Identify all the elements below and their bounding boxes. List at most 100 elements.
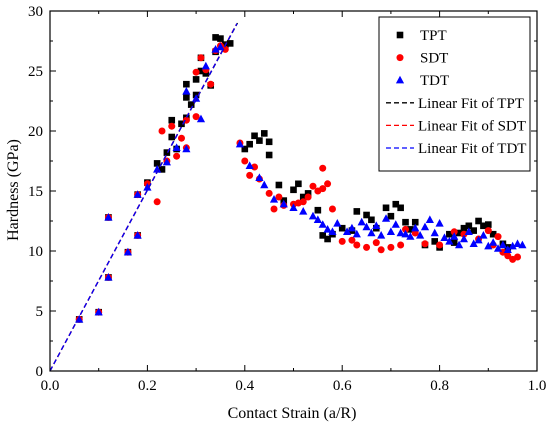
sdt-point xyxy=(514,253,522,261)
tdt-point xyxy=(391,220,400,228)
fit-line-tdt xyxy=(49,23,238,372)
sdt-point xyxy=(397,241,405,249)
tdt-point xyxy=(469,239,478,247)
tpt-point xyxy=(183,94,190,101)
sdt-point xyxy=(299,198,307,206)
tpt-point xyxy=(163,149,171,156)
x-tick-label: 0.2 xyxy=(138,378,157,394)
sdt-point xyxy=(221,45,229,53)
legend-box xyxy=(378,16,531,172)
sdt-point xyxy=(504,252,512,260)
tdt-point xyxy=(386,227,395,235)
tdt-point xyxy=(211,45,220,53)
x-tick-label: 0.4 xyxy=(235,378,254,394)
tpt-point xyxy=(241,145,249,153)
sdt-point xyxy=(338,237,346,245)
tdt-point xyxy=(162,157,171,166)
tpt-point xyxy=(251,132,258,140)
tpt-point xyxy=(260,130,268,137)
tdt-point xyxy=(464,227,473,235)
tdt-point xyxy=(313,215,322,223)
y-tick-label: 10 xyxy=(28,244,43,260)
axes: 0.0 0.2 0.4 0.6 0.8 1.0 0 5 10 15 20 25 30 xyxy=(28,4,546,394)
y-tick-label: 20 xyxy=(28,124,43,140)
sdt-point xyxy=(319,185,327,193)
sdt-point xyxy=(421,240,429,248)
sdt-point xyxy=(372,239,380,247)
tpt-point xyxy=(197,67,205,75)
tdt-point xyxy=(435,219,444,227)
tdt-point xyxy=(104,213,113,221)
y-tick-label: 30 xyxy=(28,4,43,20)
sdt-point xyxy=(494,233,502,241)
x-tick-label: 0.6 xyxy=(333,378,352,394)
sdt-point xyxy=(275,193,283,201)
tpt-point xyxy=(187,101,195,108)
tpt-point xyxy=(265,151,273,159)
tdt-point xyxy=(153,165,162,173)
tdt-point xyxy=(513,239,522,247)
tdt-point xyxy=(454,240,464,249)
y-tick-label: 5 xyxy=(36,304,44,320)
tdt-point xyxy=(235,139,245,148)
tdt-point xyxy=(104,273,113,281)
tpt-point xyxy=(392,200,400,208)
sdt-point xyxy=(324,180,332,188)
tpt-point xyxy=(480,222,487,230)
tpt-point xyxy=(397,204,404,212)
tdt-point xyxy=(201,61,210,70)
y-tick-label: 0 xyxy=(36,364,44,380)
tdt-point xyxy=(245,161,254,169)
tpt-point xyxy=(192,76,200,83)
sdt-point xyxy=(197,54,205,62)
tdt-point xyxy=(269,195,279,203)
tpt-point xyxy=(353,208,361,215)
tpt-point xyxy=(226,40,234,47)
tdt-point xyxy=(381,214,391,222)
tdt-point xyxy=(289,203,298,211)
sdt-point xyxy=(319,164,327,172)
x-axis-title: Contact Strain (a/R) xyxy=(228,405,357,422)
sdt-point xyxy=(377,246,385,254)
tpt-point xyxy=(304,190,312,197)
tdt-point xyxy=(216,42,225,51)
tdt-point xyxy=(299,207,308,215)
tpt-point xyxy=(168,116,176,124)
tdt-point xyxy=(255,173,264,181)
tpt-point xyxy=(183,80,190,88)
tpt-point xyxy=(475,217,482,225)
tdt-point xyxy=(445,237,454,245)
tdt-point xyxy=(372,221,381,229)
sdt-point xyxy=(241,157,249,165)
series-tdt xyxy=(75,42,527,323)
tdt-point xyxy=(279,199,288,208)
tpt-point xyxy=(455,229,463,237)
tdt-point xyxy=(342,227,352,235)
tdt-point xyxy=(357,217,366,226)
sdt-point xyxy=(270,205,278,213)
tdt-point xyxy=(508,241,517,250)
tdt-point xyxy=(430,228,439,237)
sdt-point xyxy=(168,122,176,130)
sdt-point xyxy=(450,228,458,236)
sdt-point xyxy=(460,230,468,238)
sdt-point xyxy=(304,193,312,201)
tdt-point xyxy=(411,223,420,232)
y-axis-title: Hardness (GPa) xyxy=(5,139,22,241)
tpt-point xyxy=(290,186,297,194)
tdt-point xyxy=(333,219,342,227)
tpt-point xyxy=(460,224,468,232)
tdt-point xyxy=(328,227,337,235)
tdt-point xyxy=(416,231,425,239)
tpt-point xyxy=(158,166,166,173)
tdt-point xyxy=(143,183,152,191)
tdt-point xyxy=(479,231,488,239)
tpt-point xyxy=(295,180,302,188)
tpt-point xyxy=(485,221,492,228)
tpt-point xyxy=(338,224,346,232)
tpt-point xyxy=(319,232,327,239)
sdt-point xyxy=(363,243,371,251)
tdt-point xyxy=(260,180,269,189)
sdt-point xyxy=(387,243,395,251)
x-tick-label: 0.8 xyxy=(430,378,449,394)
